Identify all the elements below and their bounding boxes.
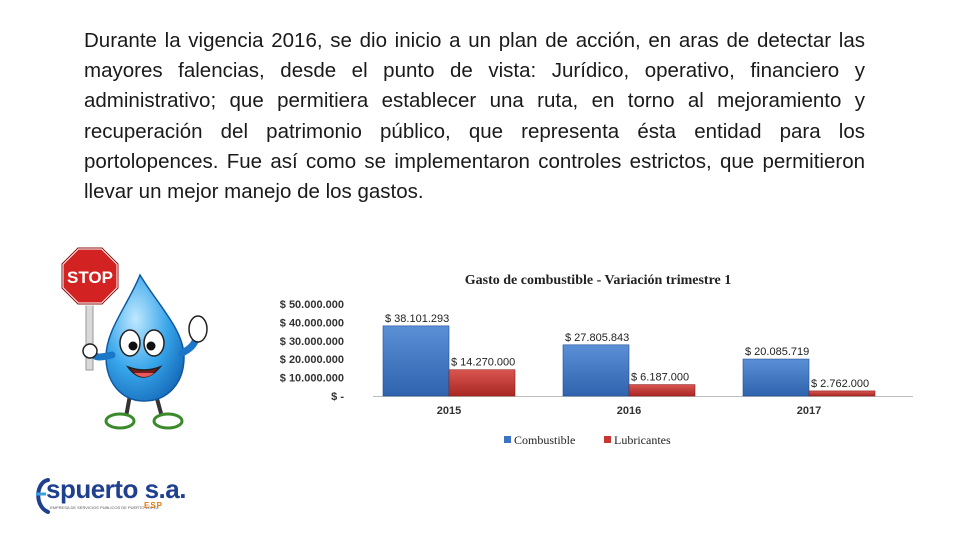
- y-tick-label: $ -: [331, 391, 344, 403]
- y-tick-label: $ 10.000.000: [280, 373, 344, 385]
- bar-combustible-2016: [562, 344, 630, 397]
- legend-swatch-combustible: [504, 436, 511, 443]
- x-tick-label: 2015: [437, 405, 461, 417]
- x-tick-label: 2017: [797, 405, 821, 417]
- x-tick-label: 2016: [617, 405, 641, 417]
- stop-sign-text: STOP: [67, 268, 113, 287]
- data-label: $ 27.805.843: [565, 332, 629, 344]
- data-label: $ 2.762.000: [811, 378, 869, 390]
- y-tick-label: $ 40.000.000: [280, 317, 344, 329]
- y-tick-label: $ 30.000.000: [280, 336, 344, 348]
- logo-swoosh-icon: [36, 478, 50, 514]
- legend-label-combustible: Combustible: [514, 433, 575, 447]
- legend-label-lubricantes: Lubricantes: [614, 433, 671, 447]
- data-label: $ 20.085.719: [745, 346, 809, 358]
- y-tick-label: $ 50.000.000: [280, 299, 344, 311]
- logo-text: spuerto s.a.: [46, 474, 186, 504]
- bar-lubricantes-2016: [628, 384, 696, 397]
- intro-paragraph: Durante la vigencia 2016, se dio inicio …: [84, 29, 865, 204]
- water-drop-mascot-stop-sign-icon: STOP: [60, 246, 208, 430]
- bar-combustible-2017: [742, 358, 810, 397]
- fuel-expense-bar-chart: Gasto de combustible - Variación trimest…: [280, 273, 913, 447]
- bar-lubricantes-2015: [448, 369, 516, 397]
- data-label: $ 14.270.000: [451, 357, 515, 369]
- data-label: $ 6.187.000: [631, 372, 689, 384]
- bar-lubricantes-2017: [808, 390, 876, 397]
- chart-title: Gasto de combustible - Variación trimest…: [465, 273, 732, 288]
- logo-suffix: ESP: [144, 501, 164, 510]
- logo-tagline: EMPRESA DE SERVICIOS PUBLICOS DE PUERTO …: [50, 505, 159, 510]
- y-tick-label: $ 20.000.000: [280, 354, 344, 366]
- legend-swatch-lubricantes: [604, 436, 611, 443]
- espuerto-logo-icon: spuerto s.a. EMPRESA DE SERVICIOS PUBLIC…: [32, 472, 192, 518]
- data-label: $ 38.101.293: [385, 313, 449, 325]
- bar-combustible-2015: [382, 325, 450, 397]
